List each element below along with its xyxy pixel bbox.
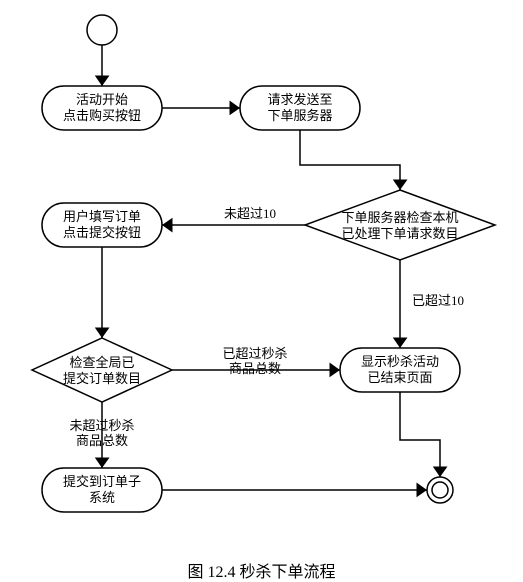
svg-text:请求发送至: 请求发送至 — [267, 92, 332, 107]
svg-text:未超过秒杀: 未超过秒杀 — [69, 418, 134, 433]
svg-text:已结束页面: 已结束页面 — [367, 370, 432, 385]
svg-text:点击购买按钮: 点击购买按钮 — [63, 108, 141, 123]
svg-text:未超过10: 未超过10 — [224, 206, 276, 221]
svg-text:提交到订单子: 提交到订单子 — [63, 474, 141, 489]
svg-text:活动开始: 活动开始 — [76, 92, 128, 107]
svg-text:提交订单数目: 提交订单数目 — [63, 371, 141, 386]
figure-caption: 图 12.4 秒杀下单流程 — [0, 558, 523, 582]
svg-text:商品总数: 商品总数 — [229, 361, 281, 376]
svg-text:下单服务器检查本机: 下单服务器检查本机 — [341, 210, 458, 225]
svg-text:商品总数: 商品总数 — [76, 433, 128, 448]
svg-text:已超过秒杀: 已超过秒杀 — [222, 346, 287, 361]
svg-text:用户填写订单: 用户填写订单 — [63, 209, 141, 224]
svg-text:检查全局已: 检查全局已 — [69, 355, 134, 370]
svg-text:显示秒杀活动: 显示秒杀活动 — [361, 354, 439, 369]
svg-text:系统: 系统 — [89, 490, 115, 505]
svg-text:已处理下单请求数目: 已处理下单请求数目 — [341, 226, 458, 241]
svg-text:点击提交按钮: 点击提交按钮 — [63, 225, 141, 240]
flowchart-canvas: 活动开始点击购买按钮 请求发送至下单服务器下单服务器检查本机已处理下单请求数目 用户… — [0, 0, 523, 540]
svg-text:下单服务器: 下单服务器 — [267, 108, 332, 123]
svg-text:已超过10: 已超过10 — [412, 293, 464, 308]
